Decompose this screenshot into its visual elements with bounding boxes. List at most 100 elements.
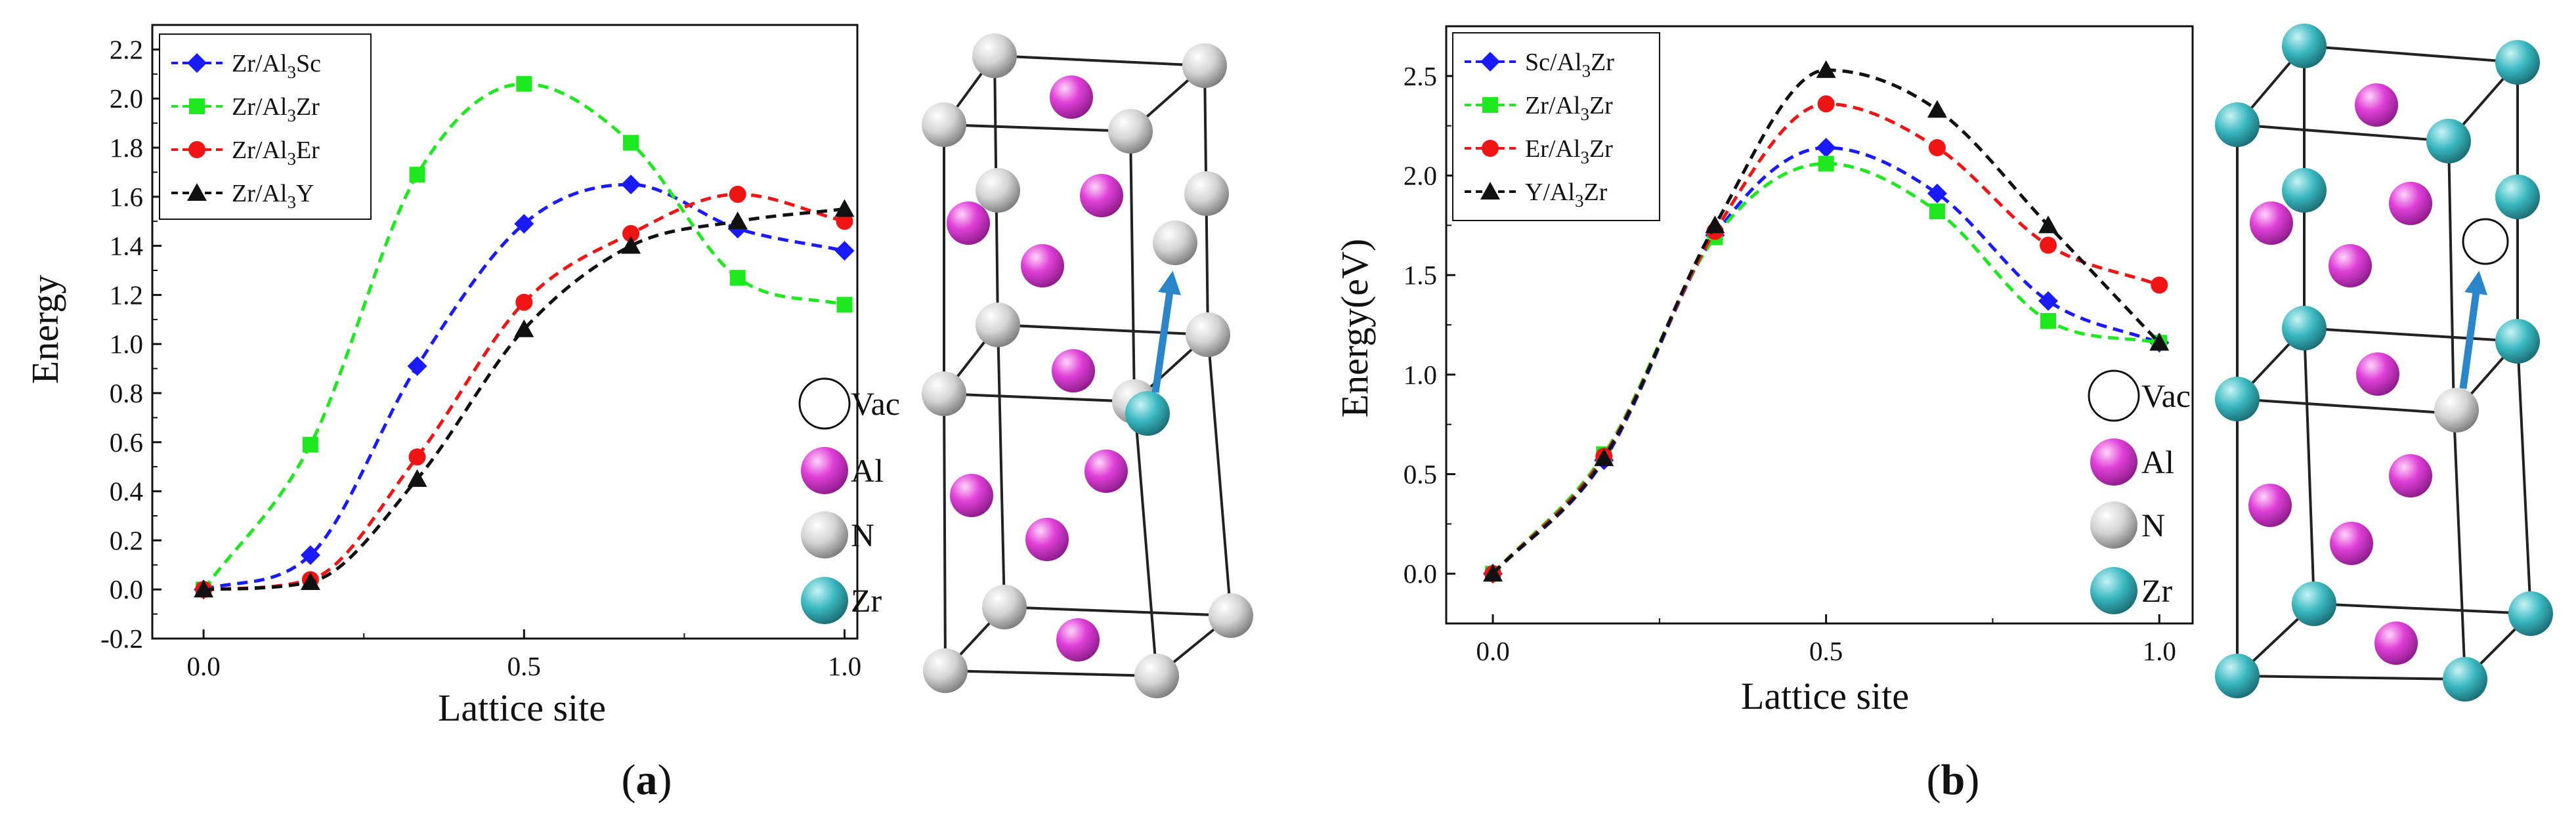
- nitrogen-atom: [1209, 593, 1253, 638]
- panel-label-a: (a): [622, 756, 672, 804]
- lattice-edge: [943, 123, 1131, 133]
- legend-label-text: Er: [296, 137, 320, 164]
- crystal-structure-a: [922, 33, 1253, 698]
- lattice-edge: [1133, 401, 1158, 677]
- legend-label: Zr/Al3Er: [232, 137, 320, 169]
- y-tick-label: 1.0: [110, 329, 143, 359]
- data-point: [302, 436, 318, 453]
- zirconium-atom: [2282, 24, 2327, 68]
- atom-legend-a: Vac Al N Zr: [798, 377, 900, 624]
- legend-label-text: Zr: [1589, 135, 1613, 163]
- nitrogen-atom: [923, 648, 968, 693]
- legend-marker: [1480, 52, 1500, 72]
- y-tick-label: 2.2: [110, 34, 143, 64]
- crystal-structure-b: [2215, 24, 2553, 702]
- lattice-edge: [2303, 327, 2315, 604]
- legend-label-subscript: 3: [287, 62, 296, 82]
- y-tick-label: 0.6: [110, 427, 143, 457]
- legend-label-subscript: 3: [1580, 104, 1589, 124]
- aluminum-atom: [1050, 75, 1093, 119]
- vacancy-atom-icon: [798, 377, 851, 430]
- nitrogen-atom-icon: [801, 511, 848, 558]
- legend-label-text: Sc: [296, 50, 321, 77]
- zirconium-atom: [1125, 391, 1170, 436]
- zirconium-atom: [2508, 591, 2553, 636]
- lattice-edge: [994, 54, 1205, 67]
- aluminum-atom: [1080, 174, 1123, 217]
- data-point: [300, 545, 320, 565]
- data-point: [834, 241, 855, 261]
- series-line: [204, 207, 845, 591]
- legend-label: Zr/Al3Zr: [1525, 92, 1613, 124]
- data-point: [621, 175, 641, 195]
- y-tick-label: 1.5: [1404, 260, 1437, 290]
- data-point: [1816, 138, 1836, 158]
- lattice-edge: [2516, 341, 2532, 614]
- data-point: [727, 211, 748, 230]
- data-point: [1816, 60, 1836, 78]
- y-tick-label: -0.2: [100, 623, 143, 654]
- legend-label-text: Zr/Al: [1525, 92, 1580, 119]
- atom-label-zr-a: Zr: [851, 582, 882, 619]
- lattice-edge: [2237, 123, 2449, 142]
- zirconium-atom: [2215, 654, 2260, 698]
- aluminum-atom: [2355, 83, 2398, 127]
- legend-label-text: Zr/Al: [232, 93, 287, 121]
- lattice-edge: [2453, 413, 2466, 680]
- data-point: [1927, 183, 1947, 203]
- data-point: [194, 579, 214, 598]
- aluminum-atom: [1021, 244, 1064, 287]
- data-point: [622, 224, 640, 242]
- legend-label-text: Zr: [1591, 49, 1614, 76]
- nitrogen-atom: [1134, 654, 1179, 698]
- legend-label: Sc/Al3Zr: [1525, 49, 1614, 81]
- data-point: [408, 448, 426, 466]
- data-point: [1929, 203, 1945, 220]
- legend-label-subscript: 3: [287, 192, 296, 212]
- legend-label-subscript: 3: [287, 149, 296, 169]
- data-point: [1818, 156, 1834, 172]
- aluminum-atom: [2356, 352, 2399, 396]
- aluminum-atom: [947, 201, 990, 245]
- nitrogen-atom: [1184, 171, 1229, 216]
- zirconium-atom: [2495, 40, 2540, 85]
- y-tick-label: 1.6: [110, 182, 143, 212]
- y-tick-label: 0.4: [110, 476, 143, 507]
- panel-label-a-close: ): [658, 756, 672, 804]
- data-point: [834, 199, 855, 217]
- zirconium-atom: [2495, 319, 2540, 364]
- atom-label-vac-a: Vac: [851, 385, 900, 422]
- panel-label-b-open: (: [1927, 756, 1941, 804]
- legend-label: Er/Al3Zr: [1525, 135, 1613, 167]
- panel-label-b-close: ): [1965, 756, 1979, 804]
- data-point: [514, 319, 534, 337]
- aluminum-atom: [2374, 621, 2418, 665]
- aluminum-atom: [2389, 182, 2432, 225]
- nitrogen-atom: [976, 303, 1020, 347]
- aluminum-atom: [2330, 522, 2373, 565]
- legend-label-text: Zr/Al: [232, 180, 287, 207]
- data-point: [836, 297, 853, 313]
- nitrogen-atom: [2434, 388, 2479, 432]
- y-axis-title-a: Energy: [24, 275, 66, 384]
- y-tick-label: 0.0: [1404, 558, 1437, 589]
- data-point: [1705, 215, 1725, 234]
- lattice-edge: [1004, 606, 1232, 617]
- zirconium-atom: [2282, 168, 2327, 213]
- y-axis-title-b: Energy(eV): [1333, 239, 1376, 418]
- legend-marker: [189, 98, 205, 114]
- aluminum-atom-icon: [2090, 438, 2137, 486]
- lattice-edge: [2304, 45, 2518, 64]
- legend-marker: [187, 183, 207, 201]
- nitrogen-atom: [972, 33, 1017, 78]
- zirconium-atom: [2215, 102, 2260, 147]
- lattice-edge: [2237, 398, 2455, 415]
- zirconium-atom: [2495, 175, 2540, 219]
- atom-legend-b: Vac Al N Zr: [2088, 369, 2191, 614]
- series-line: [204, 192, 846, 591]
- x-tick-label: 0.5: [507, 651, 541, 681]
- data-point: [623, 135, 639, 151]
- legend-marker: [1480, 182, 1500, 200]
- data-point: [2151, 276, 2168, 294]
